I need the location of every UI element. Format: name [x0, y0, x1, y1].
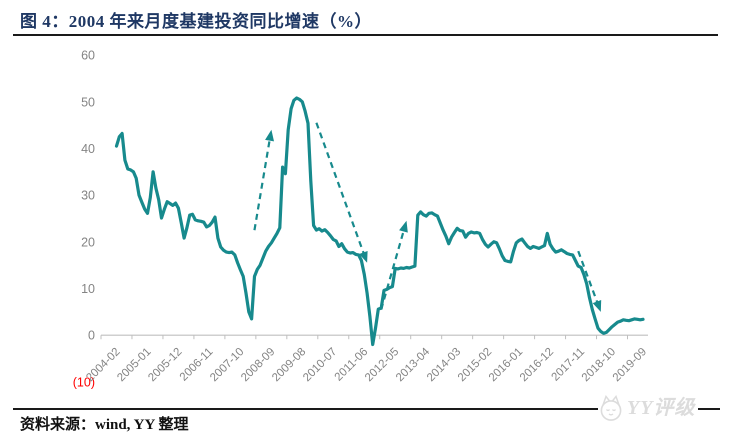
- y-tick-label: (10): [73, 375, 95, 389]
- trend-arrow-shaft-down: [315, 122, 365, 254]
- x-tick-label: 2010-07: [301, 346, 339, 384]
- y-tick-label: 50: [81, 95, 95, 109]
- trend-arrow-head-down: [592, 300, 602, 312]
- trend-arrow-head-up: [265, 129, 274, 142]
- y-tick-label: 60: [81, 49, 95, 63]
- x-tick-label: 2019-09: [611, 346, 649, 384]
- trend-arrow-shaft-up: [253, 139, 271, 231]
- trend-arrow-head-up: [399, 220, 408, 233]
- data-source-note: 资料来源：wind, YY 整理: [20, 413, 195, 434]
- yy-rating-logo: YY评级: [598, 394, 699, 422]
- title-divider: [13, 34, 718, 36]
- logo-text: YY评级: [624, 395, 699, 421]
- y-tick-label: 0: [88, 329, 95, 343]
- y-tick-label: 10: [81, 282, 95, 296]
- figure-title: 图 4：2004 年来月度基建投资同比增速（%）: [20, 12, 372, 31]
- y-tick-label: 40: [81, 142, 95, 156]
- series-line: [114, 96, 645, 347]
- cat-face-icon: [598, 394, 624, 422]
- trend-arrows: [253, 122, 602, 312]
- trend-arrow-shaft-up: [380, 230, 405, 310]
- y-axis-labels: 60 50 40 30 20 10 0 (10): [73, 49, 95, 390]
- trend-arrow-head-down: [359, 251, 368, 263]
- y-tick-label: 20: [81, 235, 95, 249]
- y-tick-label: 30: [81, 189, 95, 203]
- x-tick-label: 2005-12: [146, 346, 184, 384]
- x-axis-labels: 2004-022005-012005-122006-112007-102008-…: [84, 345, 649, 384]
- x-tick-label: 2016-12: [518, 346, 556, 384]
- trend-arrow-shaft-down: [577, 250, 599, 303]
- footer-divider: [13, 408, 720, 410]
